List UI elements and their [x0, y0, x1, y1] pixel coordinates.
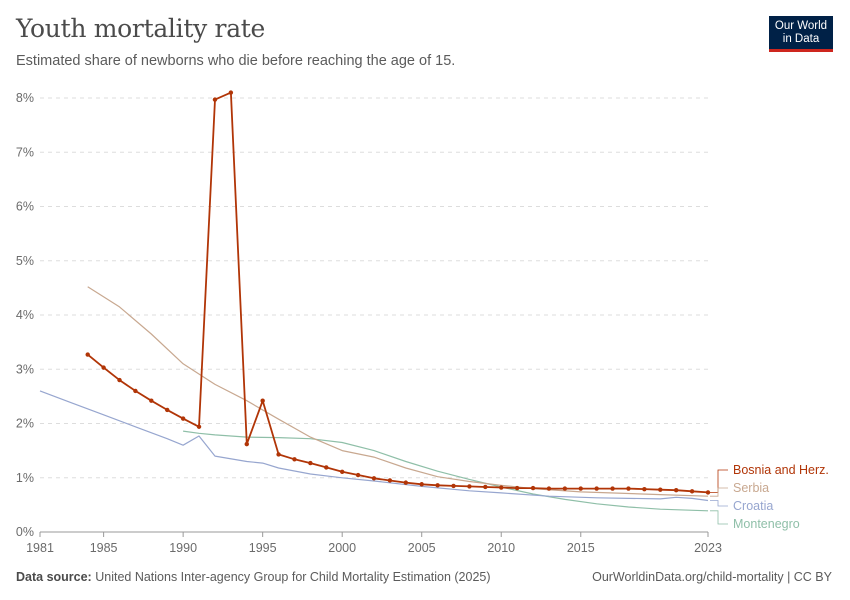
legend-connector-serbia [710, 487, 728, 497]
data-point-bosnia[interactable] [180, 416, 186, 421]
data-point-bosnia[interactable] [101, 365, 106, 370]
y-tick-label: 0% [16, 525, 34, 539]
x-tick-label: 2000 [328, 541, 356, 555]
logo-line-1: Our World [774, 20, 828, 32]
data-point-bosnia[interactable] [212, 97, 218, 102]
x-tick-label: 1990 [169, 541, 197, 555]
data-point-bosnia[interactable] [165, 407, 170, 413]
data-point-bosnia[interactable] [483, 484, 488, 490]
data-point-bosnia[interactable] [705, 490, 711, 495]
page-subtitle: Estimated share of newborns who die befo… [16, 53, 456, 69]
y-tick-label: 4% [16, 308, 34, 322]
legend-connector-croatia [710, 500, 728, 507]
data-point-bosnia[interactable] [451, 483, 456, 489]
x-tick-label: 1981 [26, 541, 54, 555]
x-tick-label: 1995 [249, 541, 277, 555]
legend-label-serbia[interactable]: Serbia [733, 481, 769, 495]
y-tick-label: 3% [16, 362, 34, 376]
data-point-bosnia[interactable] [530, 485, 536, 491]
y-tick-label: 6% [16, 200, 34, 214]
y-tick-label: 8% [16, 91, 34, 105]
series-line-croatia[interactable] [39, 390, 709, 502]
data-point-bosnia[interactable] [578, 486, 583, 491]
data-point-bosnia[interactable] [594, 486, 599, 491]
data-point-bosnia[interactable] [324, 465, 329, 470]
data-point-bosnia[interactable] [117, 377, 122, 383]
data-point-bosnia[interactable] [149, 398, 154, 403]
data-point-bosnia[interactable] [673, 488, 679, 493]
owid-logo[interactable]: Our World in Data [769, 16, 833, 52]
legend-connector-bosnia [710, 469, 728, 493]
data-point-bosnia[interactable] [276, 452, 281, 457]
page-title: Youth mortality rate [16, 14, 266, 43]
data-point-bosnia[interactable] [514, 485, 520, 491]
data-source-label: Data source: [16, 570, 92, 584]
data-point-bosnia[interactable] [403, 480, 409, 485]
y-tick-label: 5% [16, 254, 34, 268]
data-point-bosnia[interactable] [467, 484, 472, 489]
legend-connector-montenegro [710, 510, 728, 525]
legend-label-bosnia[interactable]: Bosnia and Herz. [733, 463, 829, 477]
data-point-bosnia[interactable] [355, 472, 361, 478]
series-line-bosnia[interactable] [87, 91, 709, 494]
x-tick-label: 1985 [90, 541, 118, 555]
legend: Bosnia and Herz. Serbia Croatia Montenegro [710, 463, 829, 531]
x-tick-label: 2023 [694, 541, 722, 555]
series-lines [39, 90, 711, 512]
x-tick-label: 2005 [408, 541, 436, 555]
data-point-bosnia[interactable] [658, 487, 663, 492]
grid-lines [40, 97, 708, 533]
data-point-bosnia[interactable] [244, 441, 249, 447]
data-point-bosnia[interactable] [339, 469, 345, 474]
x-axis-tick-labels: 1981 1985 1990 1995 2000 2005 2010 2015 2023 [26, 532, 722, 555]
data-point-bosnia[interactable] [499, 485, 504, 490]
data-point-bosnia[interactable] [562, 486, 568, 491]
data-point-bosnia[interactable] [419, 482, 424, 487]
y-axis-tick-labels: 0% 1% 2% 3% 4% 5% 6% 7% 8% [16, 91, 34, 539]
legend-label-montenegro[interactable]: Montenegro [733, 517, 800, 531]
series-line-montenegro[interactable] [183, 430, 709, 512]
y-tick-label: 1% [16, 471, 34, 485]
y-tick-label: 2% [16, 417, 34, 431]
data-source-text: United Nations Inter-agency Group for Ch… [95, 570, 491, 584]
data-point-bosnia[interactable] [689, 489, 695, 494]
data-point-bosnia[interactable] [626, 486, 631, 491]
data-point-bosnia[interactable] [371, 476, 377, 481]
x-tick-label: 2010 [487, 541, 515, 555]
data-point-bosnia[interactable] [85, 352, 90, 357]
legend-label-croatia[interactable]: Croatia [733, 499, 773, 513]
logo-line-2: in Data [782, 33, 820, 45]
data-point-bosnia[interactable] [308, 460, 313, 466]
data-point-bosnia[interactable] [610, 486, 615, 491]
data-point-bosnia[interactable] [435, 483, 440, 488]
data-point-bosnia[interactable] [642, 486, 647, 492]
data-point-bosnia[interactable] [546, 486, 552, 491]
footer-url[interactable]: OurWorldinData.org/child-mortality | CC … [592, 570, 832, 584]
data-point-bosnia[interactable] [387, 478, 393, 483]
x-tick-label: 2015 [567, 541, 595, 555]
series-line-serbia[interactable] [87, 286, 709, 497]
data-point-bosnia[interactable] [260, 398, 265, 403]
data-point-bosnia[interactable] [196, 424, 202, 429]
data-point-bosnia[interactable] [292, 457, 297, 462]
data-source: Data source: United Nations Inter-agency… [16, 570, 491, 584]
data-point-bosnia[interactable] [228, 90, 234, 95]
y-tick-label: 7% [16, 145, 34, 159]
data-point-bosnia[interactable] [133, 388, 138, 394]
